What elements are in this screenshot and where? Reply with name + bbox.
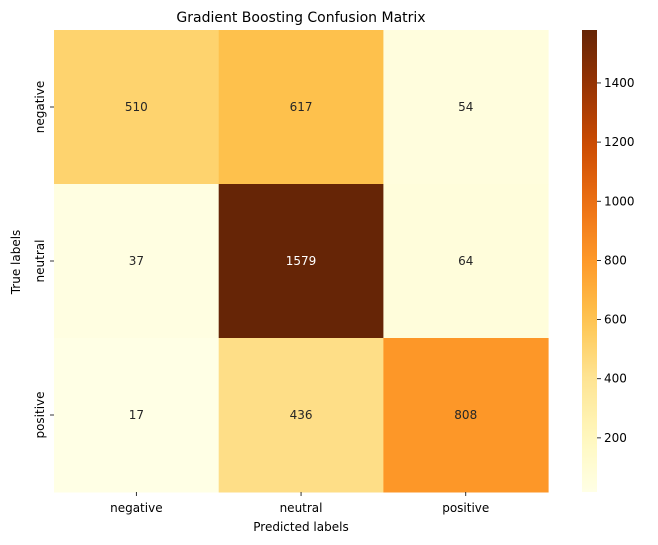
colorbar-gradient: [582, 30, 597, 492]
colorbar-tick-label: 1400: [604, 76, 635, 90]
y-tick-label: positive: [33, 391, 47, 438]
heatmap-cell: [218, 30, 384, 185]
colorbar-tick-label: 200: [604, 431, 627, 445]
cell-value-label: 617: [290, 100, 313, 114]
cell-value-label: 510: [125, 100, 148, 114]
cell-value-label: 64: [458, 254, 473, 268]
colorbar-tick-label: 1000: [604, 194, 635, 208]
colorbar-tick-label: 400: [604, 372, 627, 386]
heatmap-cell: [54, 30, 220, 185]
heatmap-cell: [383, 30, 549, 185]
heatmap-cell: [218, 338, 384, 493]
y-tick-label: neutral: [33, 240, 47, 283]
heatmap-cell: [383, 338, 549, 493]
colorbar-tick-label: 1200: [604, 135, 635, 149]
x-tick-label: positive: [442, 501, 489, 515]
colorbar-tick-label: 800: [604, 253, 627, 267]
heatmap-cells: 510 617 54 37 1579 64 17 436 808: [54, 30, 549, 493]
cell-value-label: 54: [458, 100, 473, 114]
x-axis-label: Predicted labels: [253, 520, 348, 534]
y-tick-label: negative: [33, 81, 47, 133]
chart-title: Gradient Boosting Confusion Matrix: [176, 10, 425, 26]
heatmap-cell: [54, 184, 220, 339]
cell-value-label: 37: [129, 254, 144, 268]
x-tick-label: negative: [110, 501, 162, 515]
heatmap-cell: [54, 338, 220, 493]
cell-value-label: 436: [290, 408, 313, 422]
x-tick-label: neutral: [280, 501, 323, 515]
cell-value-label: 1579: [286, 254, 317, 268]
x-axis-ticks: negative neutral positive: [110, 492, 489, 515]
colorbar-tick-label: 600: [604, 313, 627, 327]
y-axis-label: True labels: [9, 230, 23, 296]
cell-value-label: 17: [129, 408, 144, 422]
y-axis-ticks: negative neutral positive: [33, 81, 54, 439]
cell-value-label: 808: [454, 408, 477, 422]
heatmap-cell: [218, 184, 384, 339]
heatmap-cell: [383, 184, 549, 339]
colorbar: 200 400 600 800 1000 1200 1400: [582, 30, 635, 492]
